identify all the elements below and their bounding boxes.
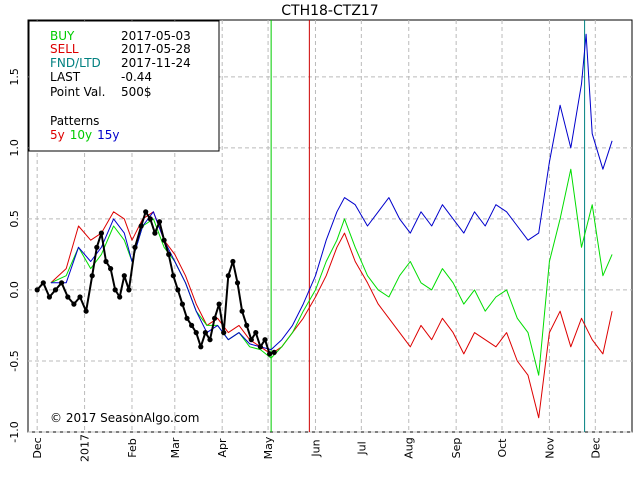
patterns-label: Patterns — [50, 114, 99, 128]
x-tick-label: Dec — [589, 437, 602, 458]
series-current-point — [103, 258, 109, 265]
x-tick-label: Aug — [403, 437, 416, 458]
y-tick-label: -0.5 — [8, 350, 21, 371]
series-current-point — [221, 330, 227, 336]
series-current-point — [193, 330, 199, 336]
series-current-point — [138, 223, 144, 229]
series-current-point — [52, 287, 59, 293]
x-tick-label: Feb — [126, 438, 139, 457]
series-current-point — [257, 344, 263, 350]
series-current-point — [212, 315, 218, 321]
series-current-point — [156, 219, 163, 225]
series-current-point — [179, 301, 185, 307]
series-current-point — [112, 287, 118, 293]
x-tick-label: Sep — [450, 438, 463, 459]
fnd-date: 2017-11-24 — [121, 56, 191, 70]
sell-label: SELL — [50, 42, 79, 56]
x-axis: Dec 2017 Feb Mar Apr May Jun Jul Aug Sep Oct Nov Dec — [31, 434, 602, 462]
series-current-point — [253, 330, 259, 336]
x-tick-label: Apr — [216, 438, 229, 458]
series-current-point — [189, 322, 195, 328]
series-current-point — [267, 351, 273, 357]
y-tick-label: 1.0 — [8, 139, 21, 157]
series-current-point — [207, 337, 213, 343]
series-current-point — [89, 273, 95, 279]
legend-15y: 15y — [97, 128, 119, 142]
y-tick-label: 0.0 — [8, 281, 21, 299]
series-current-point — [40, 280, 46, 286]
y-axis: -1.0 -0.5 0.0 0.5 1.0 1.5 — [8, 68, 21, 443]
series-current-point — [59, 280, 65, 286]
x-tick-label: Oct — [496, 438, 509, 458]
series-current-point — [121, 273, 127, 279]
series-current-point — [161, 237, 167, 243]
sell-date: 2017-05-28 — [121, 42, 191, 56]
series-current-point — [198, 344, 204, 350]
info-box: BUY 2017-05-03 SELL 2017-05-28 FND/LTD 2… — [28, 20, 220, 152]
series-current-point — [152, 230, 158, 236]
x-tick-label: May — [262, 436, 275, 459]
legend-5y: 5y — [50, 128, 65, 142]
series-current-point — [143, 209, 149, 215]
series-current-point — [184, 315, 190, 321]
y-tick-label: -1.0 — [8, 421, 21, 442]
last-value: -0.44 — [121, 70, 152, 84]
series-5y-line — [50, 211, 613, 419]
series-current-point — [175, 287, 181, 293]
series-current-point — [94, 244, 100, 250]
legend-10y: 10y — [70, 128, 92, 142]
series-current-point — [98, 230, 104, 236]
series-current-point — [244, 322, 250, 328]
series-current-point — [230, 258, 236, 265]
event-lines — [270, 20, 586, 432]
x-tick-label: Jun — [309, 439, 322, 457]
y-tick-label: 0.5 — [8, 210, 21, 228]
x-tick-label: Jul — [355, 441, 368, 455]
info-box-frame — [28, 20, 220, 152]
series-current-point — [216, 301, 222, 307]
series-current-point — [126, 287, 132, 293]
chart-title: CTH18-CTZ17 — [281, 3, 378, 19]
series-current-point — [202, 330, 208, 336]
x-tick-label: Dec — [31, 437, 44, 458]
series-current-point — [132, 244, 138, 250]
point-value-label: Point Val. — [50, 85, 105, 99]
series-15y-line — [50, 33, 613, 351]
copyright: © 2017 SeasonAlgo.com — [50, 411, 199, 425]
series-current-point — [147, 216, 153, 222]
series-current-point — [166, 251, 172, 257]
fnd-label: FND/LTD — [50, 56, 101, 70]
series-current-point — [225, 273, 231, 279]
last-label: LAST — [50, 70, 81, 84]
series-current-point — [34, 287, 40, 293]
x-tick-label: 2017 — [79, 434, 92, 462]
y-tick-label: 1.5 — [8, 68, 21, 86]
series-current-point — [262, 337, 268, 343]
grid — [28, 20, 632, 433]
series-current-point — [234, 280, 241, 286]
series-current-point — [71, 301, 77, 307]
series-group — [34, 33, 613, 419]
x-tick-label: Mar — [169, 437, 182, 458]
series-current-point — [46, 294, 53, 300]
point-value: 500$ — [121, 85, 152, 99]
series-current-point — [117, 294, 123, 300]
series-current-point — [248, 337, 254, 343]
patterns-legend: 5y 10y 15y — [50, 128, 120, 142]
buy-date: 2017-05-03 — [121, 29, 191, 43]
series-current-point — [77, 294, 83, 300]
series-current-point — [65, 294, 71, 300]
series-current-point — [239, 308, 245, 314]
buy-label: BUY — [50, 29, 75, 43]
x-tick-label: Nov — [543, 437, 556, 459]
series-current-point — [83, 308, 89, 314]
series-current-point — [271, 349, 277, 355]
series-current-point — [108, 266, 114, 272]
series-current-point — [170, 273, 176, 279]
